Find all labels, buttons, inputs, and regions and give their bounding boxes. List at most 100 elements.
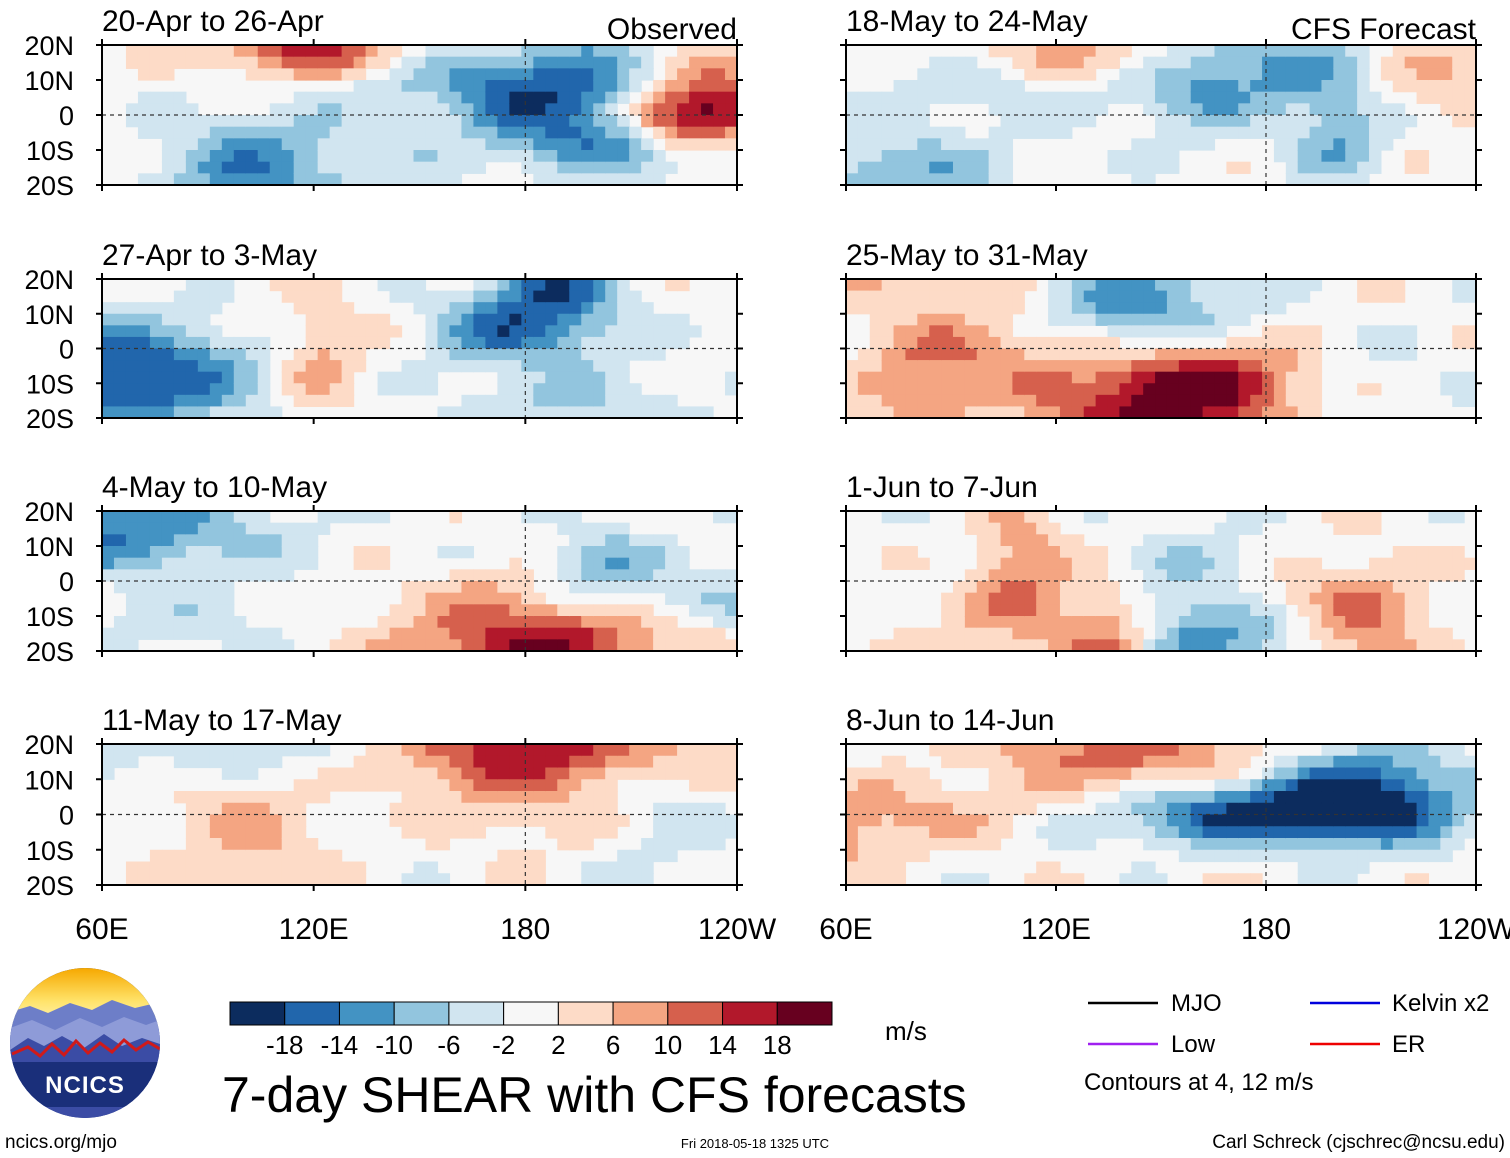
shear-cell [449, 511, 463, 524]
shear-cell [665, 755, 678, 769]
shear-cell [353, 138, 367, 151]
shear-cell [1012, 290, 1025, 303]
shear-cell [1155, 313, 1168, 326]
shear-cell [1178, 569, 1192, 582]
shear-cell [593, 313, 606, 326]
shear-cell [593, 569, 606, 582]
shear-cell [605, 616, 618, 629]
shear-cell [1000, 394, 1014, 408]
shear-cell [1250, 394, 1263, 408]
shear-cell [952, 802, 966, 816]
shear-cell [1190, 383, 1204, 396]
shear-cell [1059, 56, 1073, 69]
shear-cell [102, 557, 115, 570]
shear-cell [1309, 150, 1323, 163]
shear-cell [1392, 604, 1406, 617]
colorbar: -18 -14 -10 -6 -2 2 6 10 14 18 [229, 1001, 833, 1060]
shear-cell [1333, 522, 1346, 535]
shear-cell [1000, 755, 1014, 769]
shear-cell [1036, 45, 1049, 58]
shear-cell [677, 814, 690, 827]
shear-cell [1273, 604, 1287, 617]
shear-cell [545, 826, 558, 839]
shear-cell [1345, 126, 1358, 139]
shear-cell [353, 861, 367, 874]
shear-cell [1036, 557, 1049, 570]
shear-cell [905, 394, 918, 408]
shear-cell [1357, 744, 1370, 757]
shear-cell [1285, 290, 1299, 303]
shear-cell [641, 627, 654, 640]
shear-cell [1202, 360, 1216, 373]
shear-cell [1178, 604, 1192, 617]
shear-cell [257, 534, 271, 547]
shear-cell [869, 802, 883, 816]
shear-cell [245, 569, 259, 582]
shear-cell [1036, 546, 1049, 559]
shear-cell [1297, 406, 1311, 418]
shear-cell [1262, 779, 1275, 792]
shear-cell [425, 348, 439, 361]
shear-cell [449, 814, 463, 827]
shear-cell [677, 126, 690, 139]
shear-cell [1166, 639, 1180, 651]
shear-cell [1309, 604, 1323, 617]
shear-cell [641, 557, 654, 570]
shear-cell [413, 279, 427, 292]
shear-cell [209, 360, 223, 373]
shear-cell [1345, 873, 1358, 885]
shear-cell [976, 68, 990, 81]
shear-cell [125, 406, 139, 418]
shear-cell [713, 767, 726, 780]
shear-cell [257, 569, 271, 582]
shear-cell [521, 581, 534, 594]
shear-cell [521, 325, 534, 338]
shear-cell [1214, 302, 1227, 315]
shear-cell [869, 791, 883, 804]
shear-cell [1024, 394, 1037, 408]
shear-cell [473, 755, 486, 769]
shear-cell [1380, 336, 1394, 350]
shear-cell [341, 861, 355, 874]
shear-cell [437, 290, 451, 303]
shear-cell [1238, 744, 1251, 757]
shear-cell [161, 557, 175, 570]
shear-cell [1202, 534, 1216, 547]
shear-cell [449, 80, 463, 93]
shear-cell [377, 511, 391, 524]
shear-cell [1083, 302, 1097, 315]
shear-cell [545, 279, 558, 292]
shear-cell [365, 744, 379, 757]
shear-cell [988, 616, 1002, 629]
shear-cell [1000, 604, 1014, 617]
shear-cell [221, 360, 235, 373]
shear-cell [1143, 150, 1156, 163]
shear-cell [1155, 406, 1168, 418]
shear-cell [497, 103, 510, 116]
shear-cell [293, 814, 307, 827]
shear-cell [305, 279, 319, 292]
shear-cell [1369, 627, 1382, 640]
shear-cell [341, 325, 355, 338]
shear-cell [569, 791, 582, 804]
shear-cell [545, 779, 558, 792]
shear-cell [149, 849, 163, 863]
shear-cell [881, 302, 895, 315]
shear-cell [1143, 56, 1156, 69]
shear-cell [557, 138, 570, 151]
shear-cell [1190, 115, 1204, 128]
shear-cell [677, 68, 690, 81]
shear-cell [1155, 68, 1168, 81]
shear-cell [1155, 371, 1168, 384]
shear-cell [893, 861, 907, 874]
shear-cell [149, 68, 163, 81]
shear-cell [988, 826, 1002, 839]
shear-cell [1166, 302, 1180, 315]
shear-cell [137, 569, 151, 582]
shear-cell [952, 279, 966, 292]
shear-cell [1262, 383, 1275, 396]
shear-cell [509, 302, 522, 315]
shear-cell [689, 814, 702, 827]
shear-cell [988, 68, 1002, 81]
